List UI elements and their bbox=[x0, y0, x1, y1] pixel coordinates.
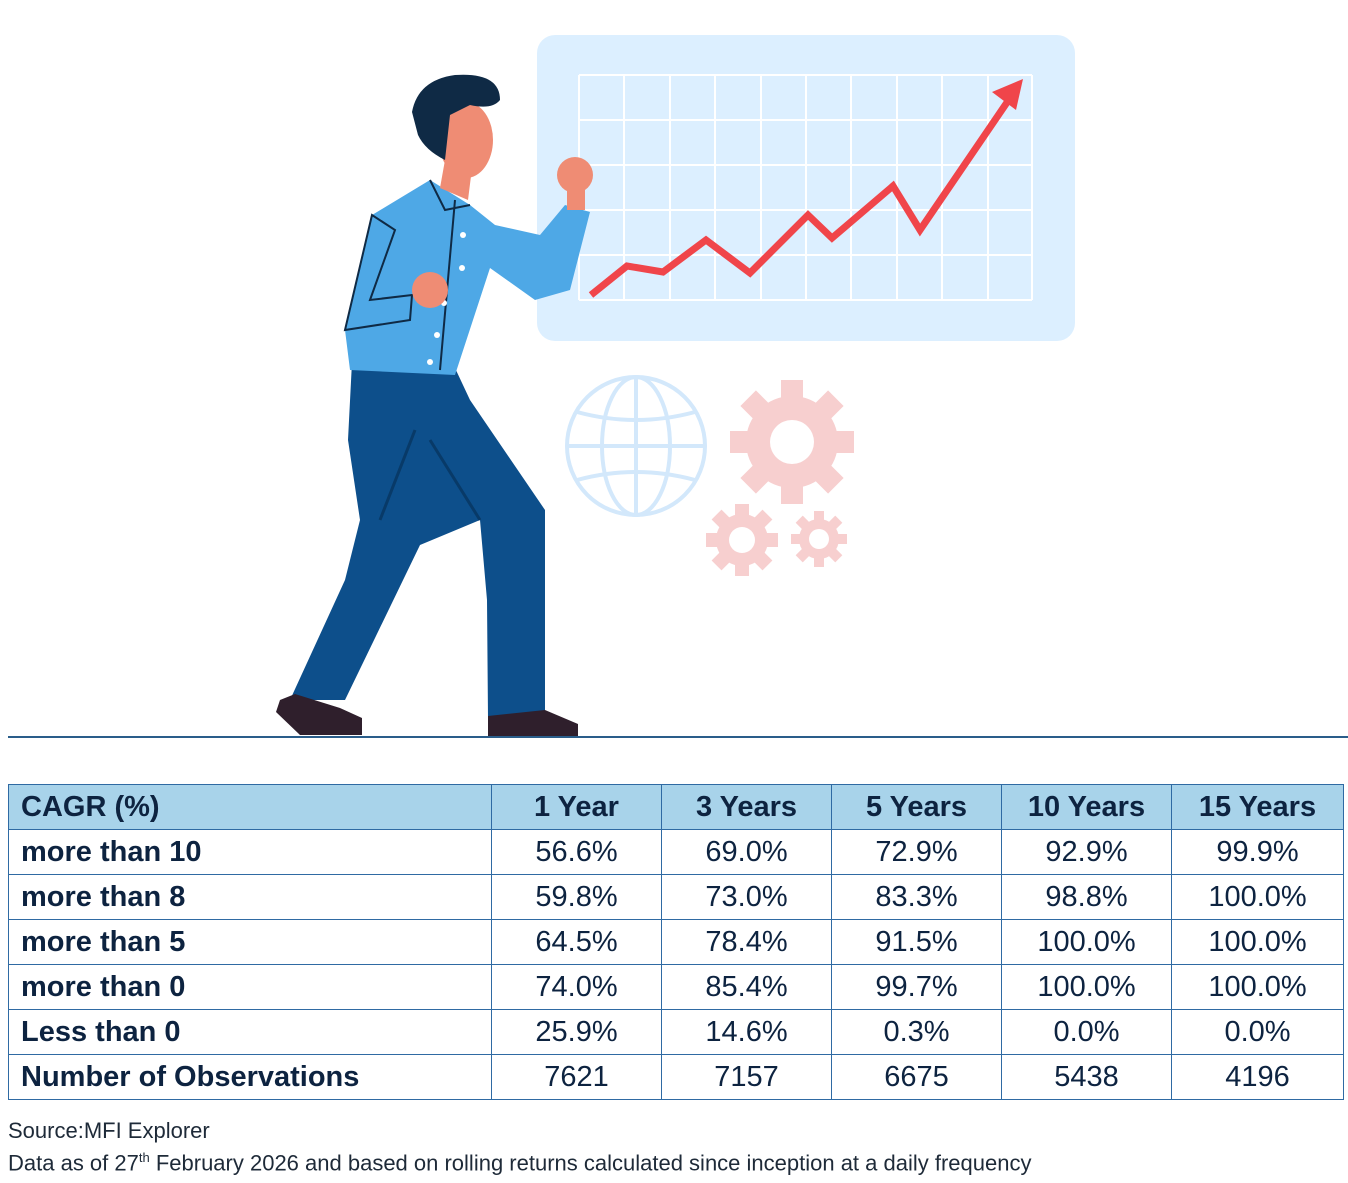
table-row: Less than 0 25.9% 14.6% 0.3% 0.0% 0.0% bbox=[8, 1009, 1344, 1055]
row-label: more than 0 bbox=[8, 964, 492, 1010]
header-10-years: 10 Years bbox=[1001, 784, 1172, 830]
table-cell: 7621 bbox=[491, 1054, 662, 1100]
header-3-years: 3 Years bbox=[661, 784, 832, 830]
table-cell: 14.6% bbox=[661, 1009, 832, 1055]
table-cell: 99.9% bbox=[1171, 829, 1344, 875]
person-icon bbox=[276, 74, 593, 736]
table-cell: 56.6% bbox=[491, 829, 662, 875]
table-cell: 7157 bbox=[661, 1054, 832, 1100]
table-row: more than 0 74.0% 85.4% 99.7% 100.0% 100… bbox=[8, 964, 1344, 1010]
data-note-prefix: Data as of 27 bbox=[8, 1150, 139, 1176]
row-label: more than 10 bbox=[8, 829, 492, 875]
table-row: more than 10 56.6% 69.0% 72.9% 92.9% 99.… bbox=[8, 829, 1344, 875]
table-cell: 91.5% bbox=[831, 919, 1002, 965]
table-cell: 72.9% bbox=[831, 829, 1002, 875]
table-cell: 78.4% bbox=[661, 919, 832, 965]
table-cell: 92.9% bbox=[1001, 829, 1172, 875]
data-note: Data as of 27th February 2026 and based … bbox=[8, 1150, 1031, 1176]
table-cell: 69.0% bbox=[661, 829, 832, 875]
table-header-row: CAGR (%) 1 Year 3 Years 5 Years 10 Years… bbox=[8, 784, 1344, 830]
header-cagr: CAGR (%) bbox=[8, 784, 492, 830]
header-5-years: 5 Years bbox=[831, 784, 1002, 830]
table-cell: 73.0% bbox=[661, 874, 832, 920]
table-cell: 100.0% bbox=[1171, 874, 1344, 920]
table-cell: 0.0% bbox=[1171, 1009, 1344, 1055]
table-cell: 100.0% bbox=[1001, 964, 1172, 1010]
data-note-suffix: February 2026 and based on rolling retur… bbox=[149, 1150, 1032, 1176]
table-row: more than 5 64.5% 78.4% 91.5% 100.0% 100… bbox=[8, 919, 1344, 965]
table-cell: 25.9% bbox=[491, 1009, 662, 1055]
divider-line bbox=[8, 736, 1348, 738]
table-cell: 4196 bbox=[1171, 1054, 1344, 1100]
table-cell: 98.8% bbox=[1001, 874, 1172, 920]
table-row: more than 8 59.8% 73.0% 83.3% 98.8% 100.… bbox=[8, 874, 1344, 920]
data-note-superscript: th bbox=[138, 1150, 150, 1165]
row-label: Number of Observations bbox=[8, 1054, 492, 1100]
line-chart-icon bbox=[537, 35, 1075, 341]
table-cell: 100.0% bbox=[1001, 919, 1172, 965]
table-cell: 100.0% bbox=[1171, 964, 1344, 1010]
gear-icon bbox=[706, 380, 854, 576]
cagr-table: CAGR (%) 1 Year 3 Years 5 Years 10 Years… bbox=[8, 784, 1344, 1100]
table-cell: 85.4% bbox=[661, 964, 832, 1010]
globe-icon bbox=[565, 375, 707, 517]
table-cell: 99.7% bbox=[831, 964, 1002, 1010]
table-cell: 5438 bbox=[1001, 1054, 1172, 1100]
header-1-year: 1 Year bbox=[491, 784, 662, 830]
table-cell: 6675 bbox=[831, 1054, 1002, 1100]
table-cell: 74.0% bbox=[491, 964, 662, 1010]
header-15-years: 15 Years bbox=[1171, 784, 1344, 830]
source-note: Source:MFI Explorer bbox=[8, 1118, 210, 1143]
table-cell: 59.8% bbox=[491, 874, 662, 920]
table-cell: 83.3% bbox=[831, 874, 1002, 920]
illustration bbox=[276, 35, 1075, 736]
table-cell: 100.0% bbox=[1171, 919, 1344, 965]
row-label: more than 8 bbox=[8, 874, 492, 920]
row-label: Less than 0 bbox=[8, 1009, 492, 1055]
table-cell: 0.3% bbox=[831, 1009, 1002, 1055]
table-cell: 64.5% bbox=[491, 919, 662, 965]
row-label: more than 5 bbox=[8, 919, 492, 965]
table-row: Number of Observations 7621 7157 6675 54… bbox=[8, 1054, 1344, 1100]
table-cell: 0.0% bbox=[1001, 1009, 1172, 1055]
